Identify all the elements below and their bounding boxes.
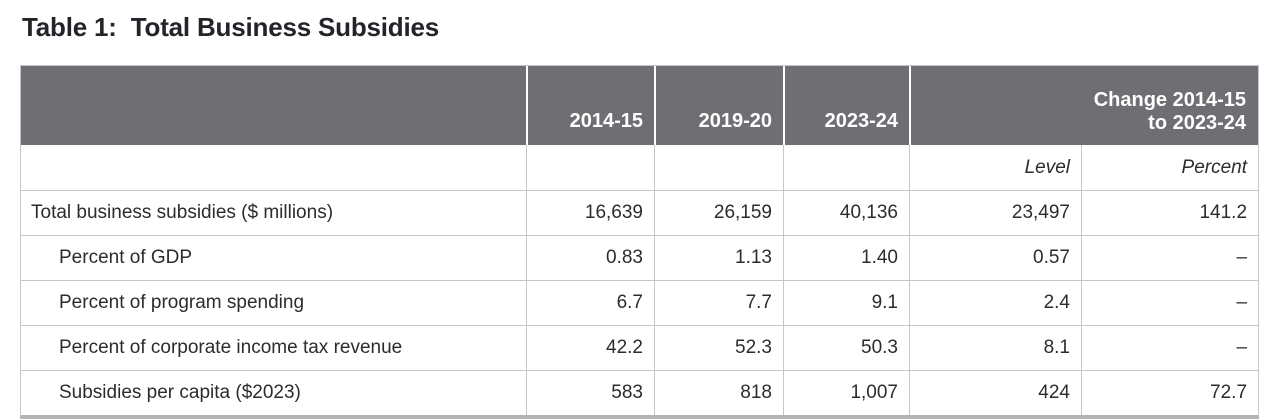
header-col-2019-20: 2019-20 xyxy=(654,66,783,145)
cell-value: 52.3 xyxy=(654,325,783,370)
table-row: Percent of GDP 0.83 1.13 1.40 0.57 – xyxy=(21,235,1259,280)
cell-value: 9.1 xyxy=(783,280,909,325)
subheader-empty-cell xyxy=(783,145,909,190)
cell-value: 583 xyxy=(526,370,654,415)
cell-value: 40,136 xyxy=(783,190,909,235)
cell-value: 424 xyxy=(909,370,1081,415)
table-row: Percent of program spending 6.7 7.7 9.1 … xyxy=(21,280,1259,325)
cell-value: 1,007 xyxy=(783,370,909,415)
cell-value: 0.57 xyxy=(909,235,1081,280)
cell-value: 26,159 xyxy=(654,190,783,235)
cell-value: 1.13 xyxy=(654,235,783,280)
cell-value: 72.7 xyxy=(1081,370,1259,415)
row-label: Subsidies per capita ($2023) xyxy=(21,370,526,415)
table-title: Table 1: Total Business Subsidies xyxy=(22,12,440,42)
cell-value: 50.3 xyxy=(783,325,909,370)
header-change-line1: Change 2014-15 xyxy=(1093,89,1247,111)
table-row: Subsidies per capita ($2023) 583 818 1,0… xyxy=(21,370,1259,415)
subheader-percent: Percent xyxy=(1081,145,1259,190)
cell-value: 7.7 xyxy=(654,280,783,325)
header-row: 2014-15 2019-20 2023-24 Change 2014-15 t… xyxy=(21,66,1259,145)
header-col-2023-24: 2023-24 xyxy=(783,66,909,145)
row-label: Percent of program spending xyxy=(21,280,526,325)
total-business-subsidies-table: 2014-15 2019-20 2023-24 Change 2014-15 t… xyxy=(20,65,1260,419)
cell-value: 6.7 xyxy=(526,280,654,325)
subheader-level: Level xyxy=(909,145,1081,190)
header-change-line2: to 2023-24 xyxy=(1148,112,1247,134)
cell-value: 16,639 xyxy=(526,190,654,235)
header-empty-cell xyxy=(21,66,526,145)
cell-value: 141.2 xyxy=(1081,190,1259,235)
row-label: Total business subsidies ($ millions) xyxy=(21,190,526,235)
subheader-row: Level Percent xyxy=(21,145,1259,190)
header-col-2014-15: 2014-15 xyxy=(526,66,654,145)
page: Table 1: Total Business Subsidies 2014-1… xyxy=(20,12,1260,419)
cell-value: 0.83 xyxy=(526,235,654,280)
table-row: Total business subsidies ($ millions) 16… xyxy=(21,190,1259,235)
cell-value: – xyxy=(1081,235,1259,280)
cell-value: 42.2 xyxy=(526,325,654,370)
row-label: Percent of corporate income tax revenue xyxy=(21,325,526,370)
cell-value: 2.4 xyxy=(909,280,1081,325)
subheader-empty-cell xyxy=(526,145,654,190)
cell-value: 818 xyxy=(654,370,783,415)
subheader-empty-cell xyxy=(21,145,526,190)
cell-value: – xyxy=(1081,280,1259,325)
cell-value: – xyxy=(1081,325,1259,370)
cell-value: 8.1 xyxy=(909,325,1081,370)
cell-value: 1.40 xyxy=(783,235,909,280)
header-col-change: Change 2014-15 to 2023-24 xyxy=(909,66,1259,145)
row-label: Percent of GDP xyxy=(21,235,526,280)
cell-value: 23,497 xyxy=(909,190,1081,235)
table-row: Percent of corporate income tax revenue … xyxy=(21,325,1259,370)
subheader-empty-cell xyxy=(654,145,783,190)
